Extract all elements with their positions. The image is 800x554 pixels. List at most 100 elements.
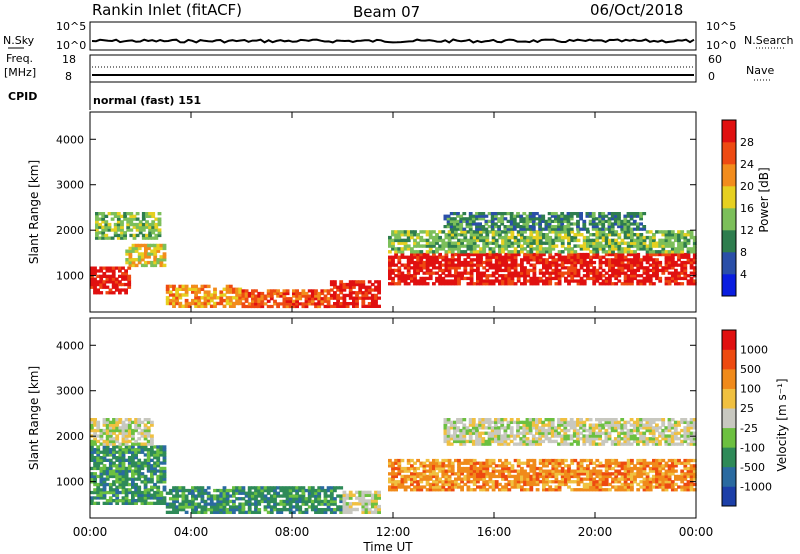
heatmap-cell [485,466,490,471]
heatmap-cell [538,461,543,465]
heatmap-cell [639,282,644,286]
heatmap-cell [516,474,521,479]
heatmap-cell [686,458,691,463]
heatmap-cell [112,461,116,465]
heatmap-cell [397,241,402,245]
heatmap-cell [447,474,452,479]
heatmap-cell [598,271,603,275]
heatmap-cell [397,230,402,234]
heatmap-cell [683,474,688,479]
heatmap-cell [686,252,691,257]
heatmap-cell [143,428,148,433]
heatmap-cell [532,276,537,281]
heatmap-cell [317,502,322,506]
heatmap-cell [479,230,483,234]
heatmap-cell [153,445,157,449]
heatmap-cell [560,260,565,265]
heatmap-cell [566,420,571,424]
heatmap-cell [187,505,192,509]
heatmap-cell [560,439,565,444]
heatmap-cell [504,485,509,489]
heatmap-cell [582,274,587,278]
heatmap-cell [560,258,565,262]
heatmap-cell [112,445,116,449]
heatmap-cell [108,288,113,292]
heatmap-cell [680,477,685,481]
heatmap-cell [247,488,252,493]
heatmap-cell [523,258,527,262]
heatmap-cell [295,302,299,306]
heatmap-cell [99,480,104,484]
heatmap-cell [608,474,612,479]
heatmap-cell [620,263,625,267]
heatmap-cell [554,212,558,216]
heatmap-cell [206,502,211,506]
heatmap-cell [358,493,363,497]
heatmap-cell [403,230,408,234]
heatmap-cell [254,289,258,293]
heatmap-cell [394,268,398,273]
heatmap-cell [645,247,650,251]
heatmap-cell [441,258,446,262]
heatmap-cell [388,255,392,259]
heatmap-cell [513,260,518,265]
nsky-trace [91,38,695,44]
heatmap-cell [510,244,515,248]
heatmap-cell [485,235,490,240]
heatmap-cell [488,241,493,245]
heatmap-cell [620,247,625,251]
heatmap-cell [310,502,315,506]
heatmap-cell [630,488,634,492]
heatmap-cell [642,227,647,231]
heatmap-cell [601,219,606,223]
heatmap-cell [532,274,537,278]
heatmap-cell [118,420,123,424]
heatmap-cell [591,437,596,441]
heatmap-cell [113,225,118,229]
heatmap-cell [636,274,641,278]
heatmap-cell [432,235,436,240]
heatmap-cell [661,472,666,476]
heatmap-cell [471,423,476,427]
heatmap-cell [156,246,161,251]
heatmap-cell [560,241,565,245]
heatmap-cell [463,235,468,240]
heatmap-cell [633,258,637,262]
heatmap-cell [632,219,637,223]
heatmap-cell [154,222,159,227]
heatmap-cell [636,428,640,433]
heatmap-cell [567,464,571,468]
heatmap-cell [633,472,637,476]
heatmap-cell [146,490,151,495]
heatmap-cell [522,225,527,229]
heatmap-cell [317,497,322,501]
heatmap-cell [140,255,145,259]
heatmap-cell [432,260,436,265]
heatmap-cell [471,219,476,223]
heatmap-cell [636,437,640,441]
heatmap-cell [413,266,417,270]
heatmap-cell [348,296,353,300]
heatmap-cell [648,282,653,286]
heatmap-cell [652,477,656,481]
heatmap-cell [364,493,369,497]
heatmap-cell [497,431,501,435]
heatmap-cell [620,230,625,234]
heatmap-cell [151,220,156,224]
heatmap-cell [491,458,496,463]
heatmap-cell [450,464,455,468]
heatmap-cell [588,423,593,427]
heatmap-cell [689,474,694,479]
colorbar-tick-label: 16 [740,202,754,215]
heatmap-cell [670,258,675,262]
heatmap-cell [617,423,621,427]
heatmap-cell [482,469,487,473]
heatmap-cell [532,466,537,471]
heatmap-cell [532,266,537,270]
heatmap-cell [432,461,436,465]
heatmap-cell [642,437,647,441]
heatmap-cell [203,284,208,289]
heatmap-cell [645,252,650,257]
heatmap-cell [664,480,669,484]
heatmap-cell [447,461,452,465]
